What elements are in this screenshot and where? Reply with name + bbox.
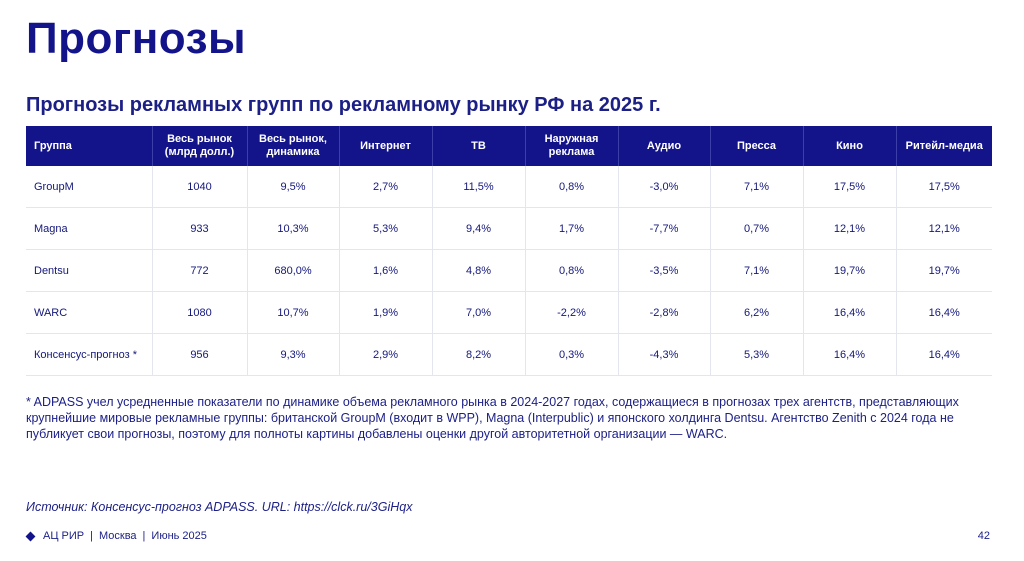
table-row: GroupM 1040 9,5% 2,7% 11,5% 0,8% -3,0% 7… [26,166,992,208]
source-note: Источник: Консенсус-прогноз ADPASS. URL:… [26,500,413,514]
footer-separator: | [142,530,146,542]
table-cell: 1,9% [339,291,433,334]
table-cell: -4,3% [618,333,711,376]
diamond-icon [25,531,36,541]
table-cell: 4,8% [432,249,526,292]
table-cell: Консенсус-прогноз * [26,333,153,376]
column-header-group: Группа [26,126,153,166]
table-cell: 19,7% [803,249,897,292]
table-cell: 12,1% [803,207,897,250]
table-cell: 0,8% [525,166,619,208]
table-cell: WARC [26,291,153,334]
table-row: Magna 933 10,3% 5,3% 9,4% 1,7% -7,7% 0,7… [26,207,992,250]
table-cell: 0,7% [710,207,804,250]
table-header-row: Группа Весь рынок (млрд долл.) Весь рыно… [26,126,992,166]
table-cell: 19,7% [896,249,992,292]
table-cell: 8,2% [432,333,526,376]
table-cell: 680,0% [247,249,340,292]
column-header-audio: Аудио [618,126,711,166]
table-cell: 1,6% [339,249,433,292]
table-cell: 772 [152,249,248,292]
table-cell: 12,1% [896,207,992,250]
table-row: Dentsu 772 680,0% 1,6% 4,8% 0,8% -3,5% 7… [26,249,992,292]
table-cell: 17,5% [803,166,897,208]
table-cell: 10,7% [247,291,340,334]
footnote: * ADPASS учел усредненные показатели по … [26,395,959,441]
table-cell: 1080 [152,291,248,334]
table-cell: 2,7% [339,166,433,208]
column-header-tv: ТВ [432,126,526,166]
column-header-internet: Интернет [339,126,433,166]
table-cell: 6,2% [710,291,804,334]
table-cell: 0,8% [525,249,619,292]
column-header-retail-media: Ритейл-медиа [896,126,992,166]
table-cell: Magna [26,207,153,250]
footer-city: Москва [98,530,137,542]
table-cell: 7,0% [432,291,526,334]
table-cell: 11,5% [432,166,526,208]
table-cell: -7,7% [618,207,711,250]
column-header-total-dynamics: Весь рынок, динамика [247,126,340,166]
table-cell: -3,0% [618,166,711,208]
footer-separator: | [90,530,93,542]
table-cell: 9,4% [432,207,526,250]
table-cell: 16,4% [896,291,992,334]
column-header-press: Пресса [710,126,804,166]
page-title: Прогнозы [26,14,247,63]
table-cell: -2,2% [525,291,619,334]
table-cell: 956 [152,333,248,376]
table-cell: 7,1% [710,166,804,208]
table-row: Консенсус-прогноз * 956 9,3% 2,9% 8,2% 0… [26,333,992,376]
table-cell: GroupM [26,166,153,208]
table-cell: 5,3% [710,333,804,376]
column-header-total-market: Весь рынок (млрд долл.) [152,126,248,166]
table-cell: -2,8% [618,291,711,334]
table-cell: 1040 [152,166,248,208]
table-cell: 17,5% [896,166,992,208]
page-number: 42 [977,530,990,542]
footer-org: АЦ РИР [43,530,85,542]
page-subtitle: Прогнозы рекламных групп по рекламному р… [26,94,661,116]
table-row: WARC 1080 10,7% 1,9% 7,0% -2,2% -2,8% 6,… [26,291,992,334]
table-cell: 10,3% [247,207,340,250]
table-cell: 2,9% [339,333,433,376]
column-header-outdoor: Наружная реклама [525,126,619,166]
table-cell: 1,7% [525,207,619,250]
table-cell: Dentsu [26,249,153,292]
table-cell: 7,1% [710,249,804,292]
table-cell: 933 [152,207,248,250]
footer-date: Июнь 2025 [151,530,207,542]
table-cell: -3,5% [618,249,711,292]
table-cell: 9,3% [247,333,340,376]
forecast-table: Группа Весь рынок (млрд долл.) Весь рыно… [26,126,992,376]
column-header-cinema: Кино [803,126,897,166]
table-cell: 9,5% [247,166,340,208]
table-cell: 16,4% [896,333,992,376]
footer: АЦ РИР | Москва | Июнь 2025 [25,530,207,542]
table-cell: 0,3% [525,333,619,376]
table-cell: 5,3% [339,207,433,250]
table-cell: 16,4% [803,291,897,334]
table-cell: 16,4% [803,333,897,376]
